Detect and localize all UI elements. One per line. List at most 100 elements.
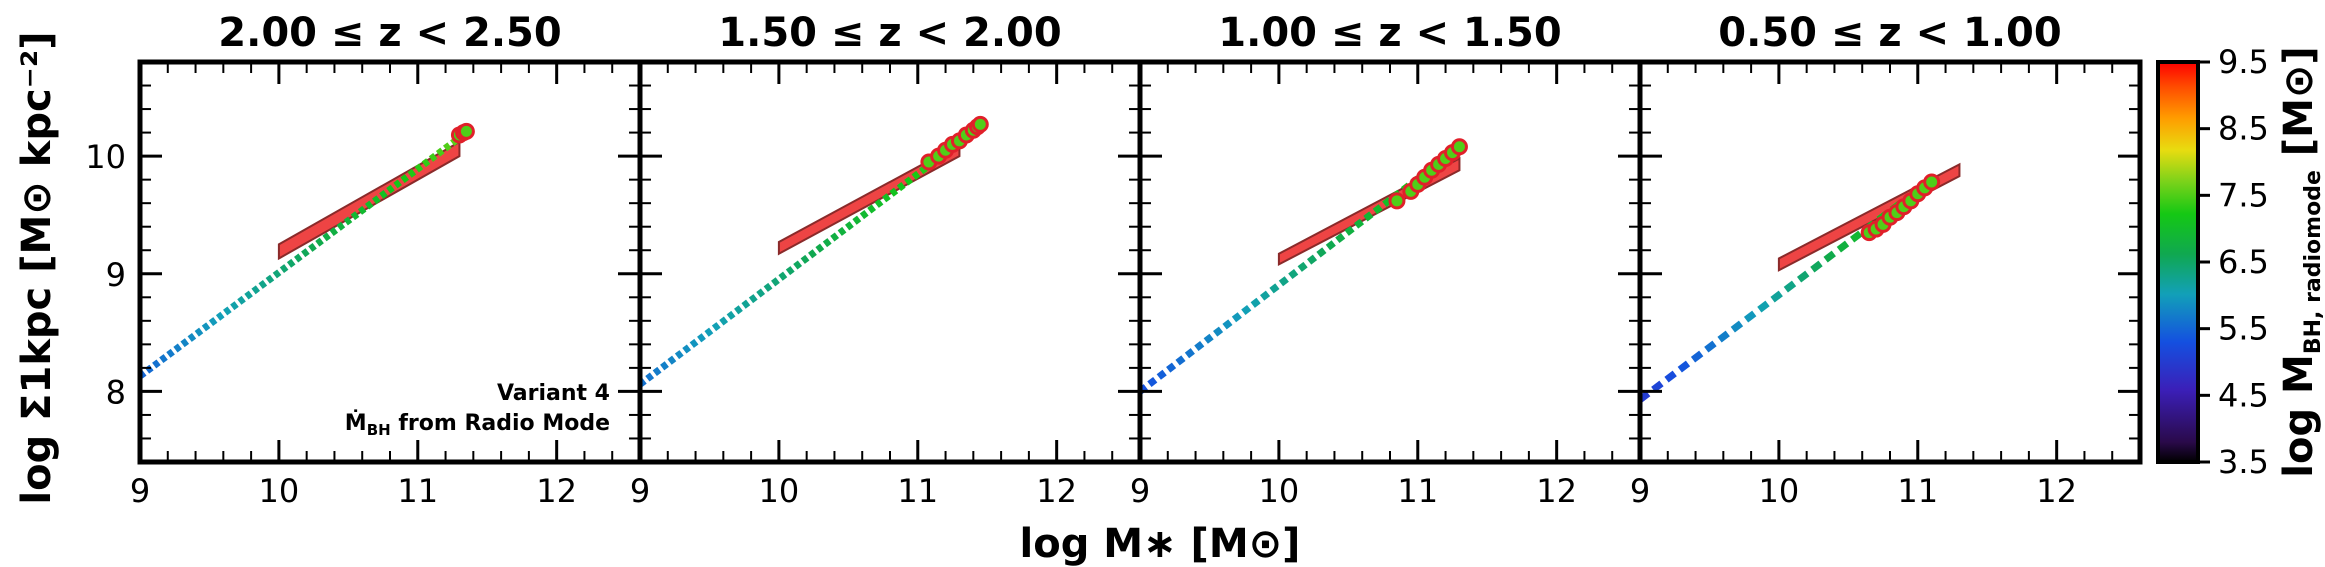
- track-segment: [726, 310, 736, 320]
- track-segment: [896, 182, 906, 192]
- track-segment: [1156, 369, 1167, 380]
- track-segment: [194, 327, 204, 337]
- panel-3: 1.00 ≤ z < 1.50 9 10 11 12: [1130, 10, 1643, 510]
- x-tick-label: 12: [1536, 472, 1577, 510]
- track-segment: [889, 187, 899, 197]
- track-segment: [734, 305, 743, 315]
- track-segment: [343, 216, 353, 226]
- track-segment: [793, 260, 803, 270]
- track-segment: [748, 294, 758, 304]
- track-segment: [1730, 320, 1744, 333]
- y-tick-label: 9: [106, 256, 126, 294]
- panel-2: 1.50 ≤ z < 2.00 9 10 11 12: [630, 10, 1143, 510]
- track-segment: [286, 258, 296, 268]
- data-point: [1388, 192, 1406, 210]
- colorbar-label-main: log M: [2276, 354, 2322, 478]
- track-segment: [1278, 276, 1289, 287]
- track-segment: [1836, 240, 1850, 253]
- track-segment: [1241, 305, 1252, 316]
- x-tick-label: 9: [1130, 472, 1150, 510]
- track-segment: [364, 200, 374, 210]
- panel-title: 2.00 ≤ z < 2.50: [218, 10, 561, 56]
- track-segment: [1194, 340, 1205, 352]
- colorbar-label: log MBH, radiomode [M⊙]: [2276, 46, 2325, 477]
- panel-title: 0.50 ≤ z < 1.00: [1718, 10, 2061, 56]
- colorbar-tick-label: 9.5: [2218, 43, 2269, 81]
- track-segment: [904, 176, 914, 186]
- x-tick-label: 9: [130, 472, 150, 510]
- track-segment: [443, 142, 452, 152]
- track-segment: [704, 327, 714, 337]
- axes-frame: [637, 59, 1143, 465]
- track-segment: [308, 242, 317, 252]
- track-segment: [208, 317, 218, 326]
- track-segment: [778, 271, 788, 281]
- track-segment: [237, 295, 246, 305]
- track-segment: [867, 204, 877, 214]
- colorbar-tick-label: 8.5: [2218, 110, 2269, 148]
- track-segment: [180, 338, 190, 348]
- track-segment: [372, 195, 381, 205]
- data-point: [1450, 138, 1468, 156]
- track-segment: [393, 179, 402, 189]
- annotation-variant: Variant 4: [497, 381, 610, 406]
- track-segment: [1704, 340, 1717, 353]
- annotation-mdot: Ṁ: [345, 410, 367, 436]
- x-tick-label: 10: [759, 472, 800, 510]
- track-segment: [215, 311, 225, 321]
- x-tick-label: 10: [1259, 472, 1300, 510]
- track-segment: [1363, 211, 1374, 222]
- track-segment: [187, 332, 197, 342]
- track-segment: [1690, 350, 1704, 363]
- x-tick-label: 11: [1897, 472, 1938, 510]
- track-segment: [1306, 254, 1318, 265]
- track-segment: [1743, 310, 1757, 323]
- track-segment: [667, 355, 677, 365]
- track-segment: [763, 282, 773, 292]
- track-segment: [1316, 247, 1327, 258]
- annotation-rest: from Radio Mode: [391, 411, 610, 436]
- track-segment: [173, 343, 182, 353]
- track-segment: [682, 344, 692, 354]
- track-segment: [874, 198, 884, 208]
- track-segment: [1353, 218, 1365, 229]
- annotation-sub: BH: [367, 421, 391, 439]
- track-segment: [1147, 376, 1158, 387]
- track-segment: [689, 338, 699, 348]
- panels-group: 2.00 ≤ z < 2.50 9 10 11 12 8 9 10 Variant 4 ṀBH f…: [85, 10, 2143, 510]
- track-segment: [815, 243, 825, 253]
- x-tick-label: 12: [1036, 472, 1077, 510]
- track-segment: [1231, 312, 1242, 323]
- y-tick-label: 10: [85, 138, 126, 176]
- track-segment: [251, 285, 261, 295]
- track-segment: [1166, 362, 1177, 373]
- track-segment: [166, 348, 175, 358]
- track-segment: [294, 253, 303, 263]
- track-segment: [660, 361, 669, 371]
- track-segment: [201, 322, 211, 332]
- track-segment: [1325, 240, 1336, 251]
- track-segment: [1213, 326, 1224, 337]
- track-segment: [1850, 230, 1863, 243]
- track-segment: [1269, 283, 1280, 294]
- track-segment: [265, 274, 275, 284]
- track-segment: [830, 232, 840, 242]
- track-segment: [1335, 233, 1346, 244]
- track-segment: [350, 211, 360, 221]
- track-segment: [1372, 204, 1383, 215]
- track-segment: [822, 238, 832, 248]
- track-segment: [697, 333, 706, 343]
- track-segment: [279, 264, 289, 274]
- track-segment: [859, 210, 869, 220]
- track-segment: [741, 299, 751, 309]
- track-segment: [152, 359, 161, 369]
- track-segment: [837, 226, 847, 236]
- track-segment: [1717, 330, 1730, 343]
- track-segment: [1651, 380, 1664, 393]
- track-segment: [756, 288, 766, 298]
- x-tick-label: 9: [630, 472, 650, 510]
- track-segment: [881, 193, 891, 203]
- track-segment: [379, 190, 388, 199]
- track-segment: [301, 248, 310, 258]
